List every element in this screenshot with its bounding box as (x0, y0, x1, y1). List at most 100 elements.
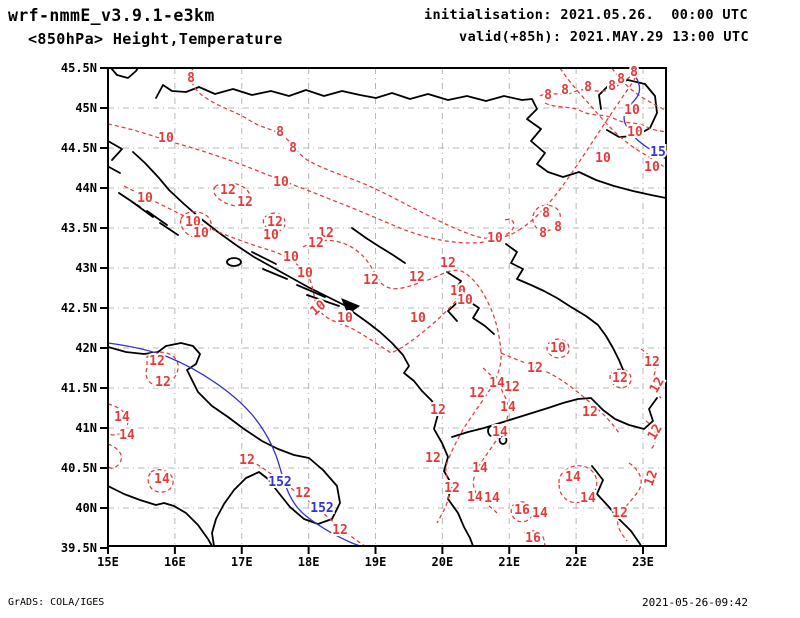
height-contour-label: 152 (268, 475, 291, 490)
temperature-contour-label: 12 (155, 375, 171, 390)
temperature-contour-label: 10 (193, 226, 209, 241)
coast-adriatic-south (352, 311, 474, 546)
temperature-contour-label: 12 (612, 371, 628, 386)
temperature-contour-label: 14 (467, 490, 483, 505)
temperature-contour-label: 12 (644, 355, 660, 370)
temperature-contour-label: 10 (185, 215, 201, 230)
temperature-contour-label: 12 (504, 380, 520, 395)
temperature-contour-label: 8 (608, 79, 616, 94)
temperature-contour-label: 10 (487, 231, 503, 246)
temperature-contour-label: 10 (595, 151, 611, 166)
temperature-contour-label: 12 (612, 506, 628, 521)
height-contour-label: 15 (650, 145, 666, 160)
lon-axis-label: 18E (298, 555, 320, 569)
lat-axis-label: 43.5N (61, 221, 97, 235)
island-oval (226, 257, 242, 267)
temperature-contour-label: 14 (154, 472, 170, 487)
temperature-contours (108, 68, 666, 546)
temperature-contour-label: 12 (444, 481, 460, 496)
border-danube-loop (598, 79, 658, 138)
coastline-borders (108, 68, 666, 546)
temperature-contour-label: 10 (283, 250, 299, 265)
temperature-contour-label: 10 (450, 284, 466, 299)
coast-adriatic-north (132, 151, 345, 306)
temperature-contour-label: 10 (297, 266, 313, 281)
temperature-contour-label: 10 (410, 311, 426, 326)
header-init-time: initialisation: 2021.05.26. 00:00 UTC (423, 7, 748, 23)
border-north (155, 84, 666, 199)
temperature-contour-label: 12 (582, 405, 598, 420)
temperature-contour-label: 12 (642, 468, 661, 488)
temperature-contour-label: 14 (580, 491, 596, 506)
coast-islands (118, 192, 340, 307)
border-inland-se (591, 465, 642, 546)
temperature-contour-label: 8 (584, 80, 592, 95)
lake-prespa (498, 435, 508, 445)
lat-axis-label: 42N (75, 341, 97, 355)
temperature-contour-label: 14 (484, 491, 500, 506)
temperature-contour-label: 10 (627, 125, 643, 140)
axis-labels: 45.5N 45N 44.5N 44N 43.5N 43N 42.5N 42N 41.5N 41N… (61, 61, 654, 569)
temperature-contour-label: 14 (565, 470, 581, 485)
temperature-contour-label: 8 (289, 141, 297, 156)
lat-axis-label: 45.5N (61, 61, 97, 75)
lat-axis-label: 40N (75, 501, 97, 515)
lat-axis-label: 44.5N (61, 141, 97, 155)
lat-axis-label: 42.5N (61, 301, 97, 315)
temperature-contour-label: 12 (363, 273, 379, 288)
temperature-contour-label: 12 (409, 270, 425, 285)
temperature-contour-label: 12 (308, 236, 324, 251)
lon-axis-label: 23E (632, 555, 654, 569)
header-model-title: wrf-nmmE_v3.9.1-e3km (8, 6, 215, 25)
temperature-contour-label: 12 (430, 403, 446, 418)
temperature-contour-label: 14 (532, 506, 548, 521)
lake-ohrid (487, 425, 497, 437)
temperature-contour-label: 12 (425, 451, 441, 466)
coast-italy-tyrrhenian (108, 485, 213, 546)
lat-axis-label: 39.5N (61, 541, 97, 555)
lat-axis-label: 41.5N (61, 381, 97, 395)
header-field-title: <850hPa> Height,Temperature (28, 30, 283, 48)
temperature-contour-label: 12 (267, 215, 283, 230)
border-inland-ne (505, 243, 625, 373)
temperature-contour-label: 10 (337, 311, 353, 326)
lon-axis-label: 22E (565, 555, 587, 569)
temperature-contour-label: 8 (617, 72, 625, 87)
footer-timestamp: 2021-05-26-09:42 (642, 596, 748, 609)
lon-axis-label: 17E (231, 555, 253, 569)
temperature-contour-label: 8 (542, 206, 550, 221)
temperature-contour-label: 8 (539, 226, 547, 241)
temperature-contour-label: 12 (318, 226, 334, 241)
temperature-contour-label: 10 (457, 293, 473, 308)
temperature-contour-label: 10 (158, 131, 174, 146)
lat-lon-grid (108, 68, 666, 546)
temperature-contour-label: 12 (332, 523, 348, 538)
height-contours (108, 68, 666, 546)
temperature-contour-label: 10 (273, 175, 289, 190)
temperature-contour-label: 8 (554, 220, 562, 235)
lon-axis-label: 19E (365, 555, 387, 569)
footer-grads-credit: GrADS: COLA/IGES (8, 597, 105, 608)
temperature-contour-label: 8 (187, 71, 195, 86)
temperature-contour-label: 14 (119, 428, 135, 443)
axis-ticks (100, 67, 644, 554)
temperature-contour-label: 12 (469, 386, 485, 401)
temperature-contour-label: 14 (114, 410, 130, 425)
temperature-contour-label: 12 (149, 354, 165, 369)
temperature-contour-label: 12 (440, 256, 456, 271)
lon-axis-label: 16E (164, 555, 186, 569)
coast-istria (108, 140, 123, 174)
temperature-contour-label: 16 (525, 531, 541, 546)
header-valid-time: valid(+85h): 2021.MAY.29 13:00 UTC (459, 29, 749, 45)
border-inland-knot (446, 271, 495, 335)
temperature-contour-label: 12 (295, 486, 311, 501)
temperature-contour-label: 8 (630, 65, 638, 80)
temperature-contour-label: 8 (561, 83, 569, 98)
lat-axis-label: 45N (75, 101, 97, 115)
peninsula-arrow (341, 298, 361, 315)
lat-axis-label: 44N (75, 181, 97, 195)
lat-axis-label: 41N (75, 421, 97, 435)
temperature-contour-label: 10 (137, 191, 153, 206)
temperature-contour-label: 8 (544, 88, 552, 103)
